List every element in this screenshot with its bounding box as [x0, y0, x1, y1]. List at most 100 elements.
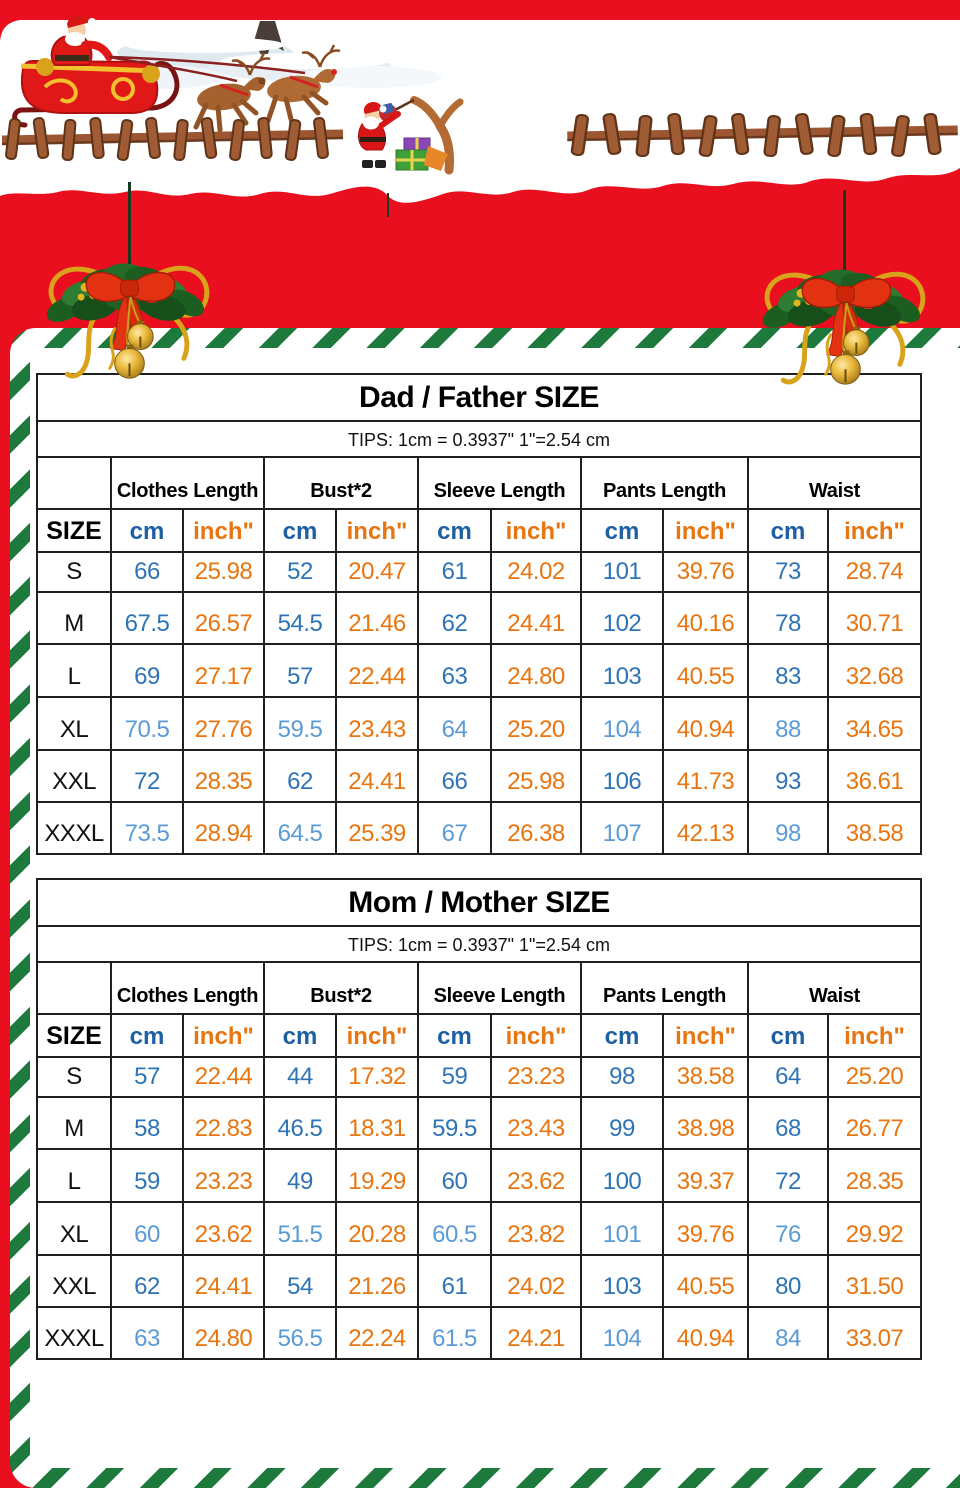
slingshot-santa-illustration [358, 96, 464, 175]
value-cell-cm: 56.5 [263, 1306, 337, 1360]
value-cell-inch: 24.41 [335, 749, 419, 803]
christmas-garland-with-bow-and-bells-left [32, 222, 227, 390]
corner-cell [36, 961, 112, 1015]
size-cell: M [36, 1096, 112, 1150]
measure-group-header: Clothes Length [110, 456, 265, 510]
size-row-xxxl: XXXL 63 24.80 56.5 22.24 61.5 24.21 104 40.94 84 3… [36, 1306, 922, 1360]
unit-header-inch: inch" [827, 1013, 922, 1058]
size-table: Mom / Mother SIZE TIPS: 1cm = 0.3937" 1"=… [36, 878, 922, 1360]
value-cell-cm: 57 [263, 643, 337, 698]
value-cell-cm: 106 [580, 749, 664, 803]
unit-header-cm: cm [263, 508, 337, 553]
value-cell-inch: 40.94 [662, 696, 749, 751]
value-cell-inch: 21.46 [335, 591, 419, 645]
value-cell-inch: 28.35 [827, 1148, 922, 1203]
value-cell-inch: 25.20 [827, 1056, 922, 1098]
value-cell-inch: 22.24 [335, 1306, 419, 1360]
value-cell-inch: 27.17 [182, 643, 265, 698]
unit-header-cm: cm [110, 1013, 184, 1058]
value-cell-inch: 23.43 [490, 1096, 582, 1150]
value-cell-cm: 72 [747, 1148, 829, 1203]
value-cell-cm: 46.5 [263, 1096, 337, 1150]
value-cell-inch: 23.43 [335, 696, 419, 751]
measure-group-header: Clothes Length [110, 961, 265, 1015]
value-cell-cm: 84 [747, 1306, 829, 1360]
value-cell-cm: 78 [747, 591, 829, 645]
size-row-m: M 67.5 26.57 54.5 21.46 62 24.41 102 40.16 78 30.7… [36, 591, 922, 645]
value-cell-cm: 59 [110, 1148, 184, 1203]
value-cell-cm: 98 [747, 801, 829, 855]
value-cell-cm: 59.5 [263, 696, 337, 751]
value-cell-cm: 68 [747, 1096, 829, 1150]
value-cell-inch: 40.16 [662, 591, 749, 645]
value-cell-inch: 23.62 [490, 1148, 582, 1203]
value-cell-inch: 25.98 [490, 749, 582, 803]
size-cell: XXXL [36, 801, 112, 855]
value-cell-cm: 64 [417, 696, 492, 751]
value-cell-inch: 41.73 [662, 749, 749, 803]
value-cell-inch: 25.20 [490, 696, 582, 751]
value-cell-cm: 103 [580, 643, 664, 698]
value-cell-cm: 66 [417, 749, 492, 803]
value-cell-inch: 20.47 [335, 551, 419, 593]
value-cell-inch: 23.82 [490, 1201, 582, 1256]
value-cell-inch: 38.58 [827, 801, 922, 855]
unit-header-inch: inch" [490, 1013, 582, 1058]
value-cell-cm: 88 [747, 696, 829, 751]
size-cell: XL [36, 1201, 112, 1256]
value-cell-cm: 61.5 [417, 1306, 492, 1360]
size-row-l: L 69 27.17 57 22.44 63 24.80 103 40.55 83 32.68 [36, 643, 922, 698]
size-row-xxl: XXL 72 28.35 62 24.41 66 25.98 106 41.73 93 36.61 [36, 749, 922, 803]
value-cell-cm: 99 [580, 1096, 664, 1150]
measure-group-header: Sleeve Length [417, 961, 582, 1015]
value-cell-inch: 22.44 [182, 1056, 265, 1098]
value-cell-inch: 26.77 [827, 1096, 922, 1150]
value-cell-cm: 63 [417, 643, 492, 698]
measure-group-header: Pants Length [580, 961, 749, 1015]
value-cell-inch: 25.39 [335, 801, 419, 855]
value-cell-cm: 62 [417, 591, 492, 645]
unit-header-inch: inch" [827, 508, 922, 553]
value-cell-cm: 107 [580, 801, 664, 855]
mom-size-table: Mom / Mother SIZE TIPS: 1cm = 0.3937" 1"=… [36, 878, 922, 1360]
size-row-s: S 57 22.44 44 17.32 59 23.23 98 38.58 64 25.20 [36, 1056, 922, 1098]
value-cell-inch: 39.76 [662, 551, 749, 593]
value-cell-cm: 73.5 [110, 801, 184, 855]
unit-header-cm: cm [747, 1013, 829, 1058]
value-cell-cm: 72 [110, 749, 184, 803]
value-cell-cm: 80 [747, 1254, 829, 1308]
size-cell: L [36, 1148, 112, 1203]
size-cell: S [36, 551, 112, 593]
value-cell-cm: 104 [580, 1306, 664, 1360]
value-cell-inch: 19.29 [335, 1148, 419, 1203]
value-cell-inch: 40.55 [662, 643, 749, 698]
value-cell-inch: 40.94 [662, 1306, 749, 1360]
value-cell-cm: 44 [263, 1056, 337, 1098]
value-cell-cm: 64.5 [263, 801, 337, 855]
size-cell: M [36, 591, 112, 645]
dad-size-table: Dad / Father SIZE TIPS: 1cm = 0.3937" 1"=… [36, 373, 922, 855]
value-cell-inch: 38.98 [662, 1096, 749, 1150]
size-cell: S [36, 1056, 112, 1098]
unit-header-cm: cm [580, 508, 664, 553]
value-cell-inch: 25.98 [182, 551, 265, 593]
value-cell-cm: 67.5 [110, 591, 184, 645]
garland-string-left [128, 182, 131, 268]
size-row-xxxl: XXXL 73.5 28.94 64.5 25.39 67 26.38 107 42.13 98 3… [36, 801, 922, 855]
santa-sleigh-illustration [12, 15, 442, 133]
value-cell-inch: 36.61 [827, 749, 922, 803]
value-cell-inch: 24.02 [490, 1254, 582, 1308]
unit-header-inch: inch" [182, 1013, 265, 1058]
conversion-tips: TIPS: 1cm = 0.3937" 1"=2.54 cm [36, 925, 922, 963]
value-cell-cm: 51.5 [263, 1201, 337, 1256]
value-cell-cm: 61 [417, 551, 492, 593]
value-cell-inch: 24.41 [182, 1254, 265, 1308]
size-column-header: SIZE [36, 508, 112, 553]
unit-header-inch: inch" [662, 1013, 749, 1058]
size-cell: XXL [36, 1254, 112, 1308]
corner-cell [36, 456, 112, 510]
size-chart-page: { "page": { "background_red": "#e90f1e",… [0, 15, 960, 1468]
value-cell-inch: 26.57 [182, 591, 265, 645]
value-cell-inch: 40.55 [662, 1254, 749, 1308]
garland-string-right [843, 190, 846, 270]
